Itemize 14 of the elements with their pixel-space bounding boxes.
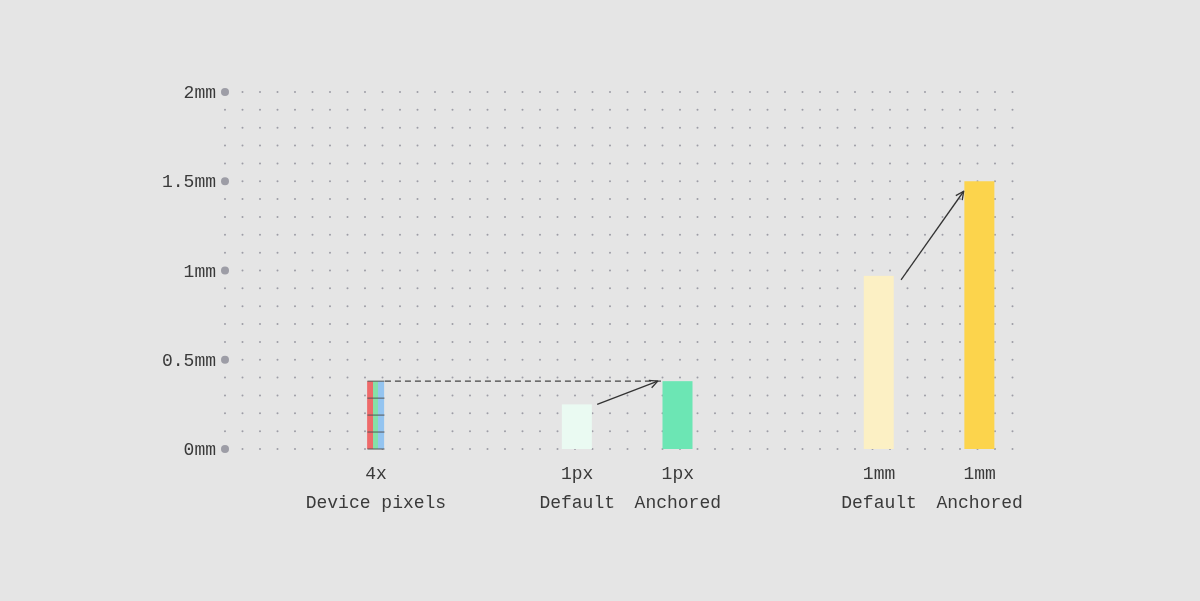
y-tick-label: 0.5mm bbox=[161, 350, 216, 371]
x-tick-label: 1mm Default bbox=[841, 464, 917, 513]
bar bbox=[662, 381, 693, 449]
x-tick-label: 1px Anchored bbox=[634, 464, 722, 513]
x-tick-label: 4x Device pixels bbox=[305, 464, 447, 513]
y-tick-label: 1mm bbox=[183, 261, 216, 282]
y-tick-label: 2mm bbox=[183, 83, 216, 103]
bar bbox=[863, 275, 894, 449]
bar bbox=[964, 181, 995, 449]
x-tick-label: 1px Default bbox=[539, 464, 615, 513]
y-tick-label: 1.5mm bbox=[161, 172, 216, 193]
y-tick-label: 0mm bbox=[183, 440, 216, 460]
x-tick-label: 1mm Anchored bbox=[936, 464, 1023, 513]
bar bbox=[561, 404, 592, 449]
